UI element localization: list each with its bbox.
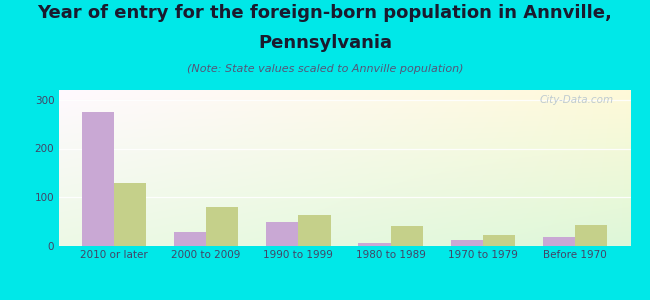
- Legend: Annville, Pennsylvania: Annville, Pennsylvania: [248, 299, 441, 300]
- Text: Year of entry for the foreign-born population in Annville,: Year of entry for the foreign-born popul…: [38, 4, 612, 22]
- Bar: [114, 183, 146, 246]
- Bar: [543, 237, 575, 246]
- Bar: [206, 207, 239, 246]
- Text: Pennsylvania: Pennsylvania: [258, 34, 392, 52]
- Bar: [450, 240, 483, 246]
- Bar: [81, 112, 114, 246]
- Text: City-Data.com: City-Data.com: [540, 95, 614, 105]
- Bar: [358, 243, 391, 246]
- Bar: [266, 222, 298, 246]
- Bar: [575, 225, 608, 246]
- Bar: [298, 215, 331, 246]
- Bar: [483, 235, 515, 246]
- Bar: [174, 232, 206, 246]
- Text: (Note: State values scaled to Annville population): (Note: State values scaled to Annville p…: [187, 64, 463, 74]
- Bar: [391, 226, 423, 246]
